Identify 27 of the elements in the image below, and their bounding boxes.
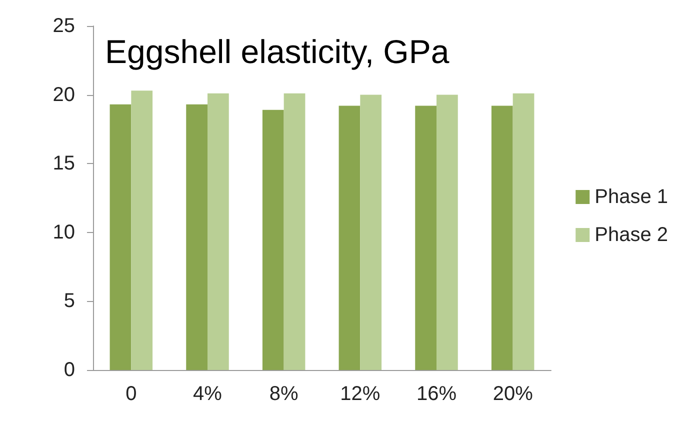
bar [338,106,360,370]
bar [360,94,382,370]
bar [284,93,306,370]
y-tick-label: 15 [52,152,75,175]
chart-title: Eggshell elasticity, GPa [105,33,450,70]
y-tick-label: 25 [52,15,75,37]
bar [491,106,513,370]
x-tick-label: 20% [492,383,534,405]
legend-label: Phase 2 [594,224,668,246]
x-tick-label: 16% [416,383,457,405]
bar [208,93,229,370]
bar [186,104,208,370]
y-tick-label: 0 [64,359,75,381]
bar [436,94,458,370]
y-tick-label: 10 [52,221,75,244]
y-tick-label: 20 [52,84,75,106]
legend-label: Phase 1 [594,186,668,208]
x-tick-label: 0 [126,383,137,405]
bar [131,90,153,370]
bar [262,110,284,370]
y-tick-label: 5 [64,290,75,312]
bar [512,93,534,370]
bar [415,106,436,370]
bar [110,104,132,370]
x-tick-label: 12% [340,383,380,405]
x-tick-label: 4% [193,383,222,405]
x-tick-label: 8% [269,383,299,405]
